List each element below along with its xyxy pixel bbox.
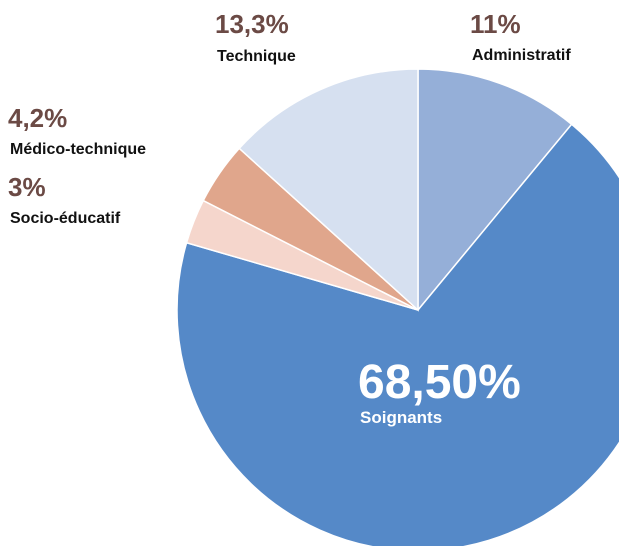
value-label: 68,50% bbox=[358, 356, 521, 409]
pie-slice bbox=[417, 68, 573, 313]
value-label: 11% bbox=[470, 9, 521, 39]
category-label: Administratif bbox=[472, 47, 571, 64]
pie-slice bbox=[238, 68, 419, 312]
value-label: 4,2% bbox=[8, 103, 67, 133]
category-label: Technique bbox=[217, 48, 296, 65]
category-label: Médico-technique bbox=[10, 141, 146, 158]
value-label: 13,3% bbox=[215, 9, 289, 39]
category-label: Socio-éducatif bbox=[10, 210, 121, 227]
pie-slice bbox=[176, 123, 619, 546]
category-label: Soignants bbox=[360, 408, 442, 427]
value-label: 3% bbox=[8, 172, 46, 202]
